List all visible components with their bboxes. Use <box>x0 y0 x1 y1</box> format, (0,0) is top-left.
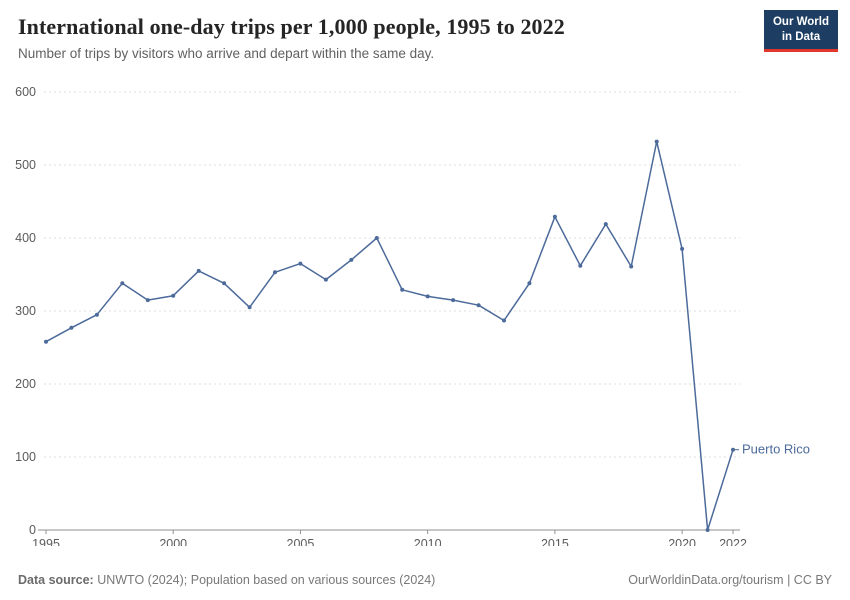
data-point <box>44 339 48 344</box>
data-point <box>323 277 328 282</box>
y-tick-label: 500 <box>15 158 36 172</box>
data-point <box>222 281 227 286</box>
y-tick-label: 300 <box>15 304 36 318</box>
data-point <box>731 447 735 452</box>
data-point <box>247 305 252 310</box>
data-point <box>120 281 125 286</box>
data-source-text: UNWTO (2024); Population based on variou… <box>93 573 436 587</box>
data-point <box>349 257 354 262</box>
owid-logo[interactable]: Our World in Data <box>763 10 838 52</box>
data-point <box>196 268 201 273</box>
y-tick-label: 0 <box>29 523 36 537</box>
data-point <box>603 222 608 227</box>
x-tick-label: 2020 <box>668 537 696 546</box>
owid-logo-line1: Our World <box>772 16 829 28</box>
data-point <box>680 246 685 251</box>
chart-header: International one-day trips per 1,000 pe… <box>0 0 850 61</box>
y-tick-label: 400 <box>15 231 36 245</box>
y-tick-label: 100 <box>15 450 36 464</box>
line-chart-canvas[interactable]: 0 100 200 300 400 500 600 1995 2000 2005 2010 2015 2… <box>0 84 850 551</box>
data-point <box>400 287 405 292</box>
data-point <box>171 293 176 298</box>
data-point <box>629 264 634 269</box>
y-tick-label: 600 <box>15 85 36 99</box>
chart-area: 0 100 200 300 400 500 600 1995 2000 2005 2010 2015 2… <box>0 84 850 551</box>
data-point <box>69 325 74 330</box>
data-point <box>502 318 506 323</box>
data-point <box>527 281 532 286</box>
x-tick-label: 2010 <box>414 537 442 546</box>
data-point <box>425 294 430 299</box>
owid-logo-line2: in Data <box>781 30 821 43</box>
chart-title: International one-day trips per 1,000 pe… <box>18 14 565 39</box>
x-tick-label: 2015 <box>541 537 569 546</box>
x-tick-label: 2022 <box>719 537 747 546</box>
series-line <box>45 140 734 531</box>
x-tick-label: 1995 <box>32 537 60 546</box>
data-point <box>552 214 557 219</box>
data-point <box>273 270 277 275</box>
data-point <box>578 263 583 268</box>
x-tick-label: 2005 <box>287 537 315 546</box>
data-point <box>145 298 150 303</box>
data-point <box>374 236 379 240</box>
chart-footer: Data source: UNWTO (2024); Population ba… <box>0 563 850 600</box>
data-point <box>94 312 99 317</box>
data-source-note: Data source: UNWTO (2024); Population ba… <box>18 573 435 587</box>
x-tick-label: 2000 <box>159 537 187 546</box>
owid-link[interactable]: OurWorldinData.org/tourism | CC BY <box>628 573 832 587</box>
data-point <box>476 303 481 308</box>
data-point <box>451 298 456 303</box>
series-label-puerto-rico[interactable]: Puerto Rico <box>742 442 810 457</box>
data-source-label: Data source: <box>18 573 94 587</box>
data-point <box>654 139 659 144</box>
data-point <box>705 528 710 532</box>
data-point <box>298 261 303 266</box>
y-tick-label: 200 <box>15 377 36 391</box>
chart-subtitle: Number of trips by visitors who arrive a… <box>18 46 435 62</box>
